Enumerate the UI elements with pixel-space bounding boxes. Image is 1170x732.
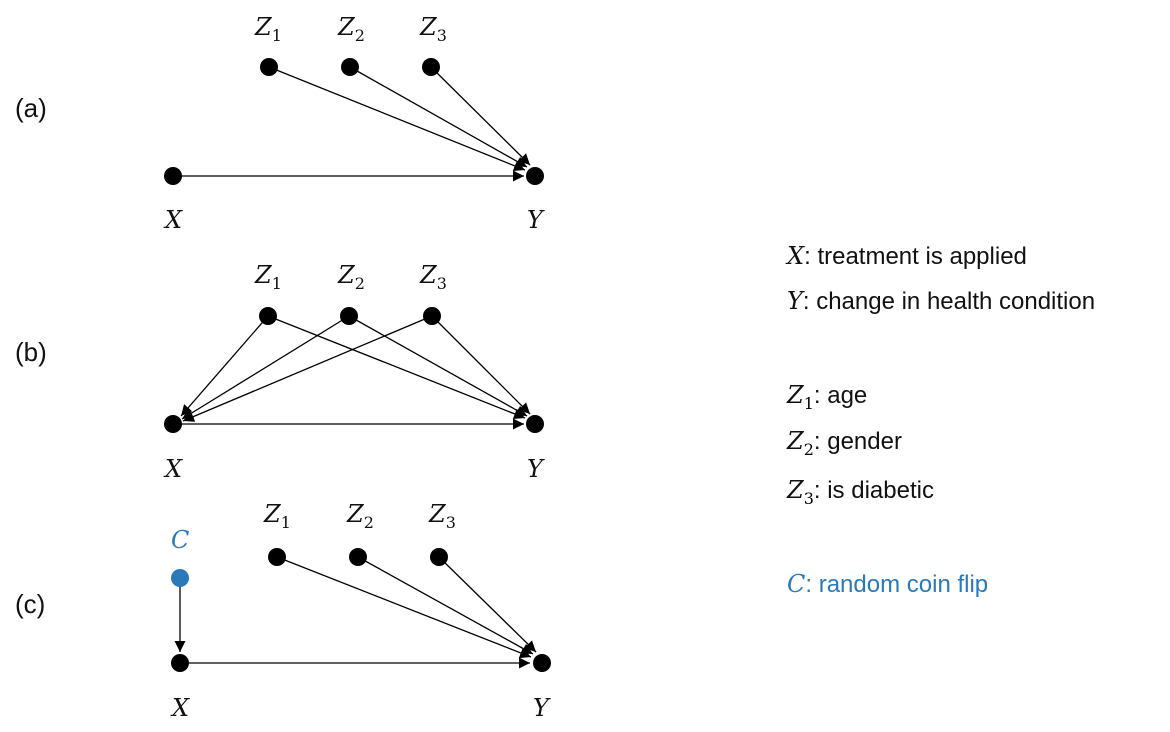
label-z3: Z3 [428,500,456,532]
legend-item-y: Y: change in health condition [787,287,1095,315]
label-z2: Z2 [337,13,365,45]
label-y: Y [533,694,551,722]
label-z3: Z3 [419,261,447,293]
label-x: X [170,694,190,722]
edge-z3-y [432,316,530,414]
node-c [171,569,189,587]
label-x: X [163,455,183,483]
edge-z1-y [269,67,525,170]
legend-item-z2: Z2: gender [786,427,902,459]
label-y: Y [527,206,545,234]
edge-z2-x [182,316,349,419]
node-z1 [268,548,286,566]
label-z2: Z2 [346,500,374,532]
edge-z2-y [350,67,527,167]
label-z1: Z1 [254,261,282,293]
edge-z3-y [439,557,536,652]
panel-b: (b) Z1 Z2 Z3 X Y [15,261,545,483]
label-z3: Z3 [419,13,447,45]
legend-item-x: X: treatment is applied [785,242,1027,270]
panel-c-edges [180,557,536,663]
node-y [526,415,544,433]
node-z1 [259,307,277,325]
node-z2 [349,548,367,566]
label-c: C [171,526,189,554]
panel-label-a: (a) [15,93,47,123]
panel-label-c: (c) [15,589,45,619]
label-z1: Z1 [263,500,291,532]
node-z2 [341,58,359,76]
node-z3 [423,307,441,325]
node-z3 [422,58,440,76]
edge-z2-y [349,316,527,416]
edge-z1-y [277,557,531,657]
edge-z3-y [431,67,530,165]
label-z2: Z2 [337,261,365,293]
label-x: X [163,206,183,234]
panel-b-edges [173,316,530,424]
node-x [164,167,182,185]
legend: X: treatment is applied Y: change in hea… [785,242,1095,598]
node-y [526,167,544,185]
label-z1: Z1 [254,13,282,45]
node-y [533,654,551,672]
node-z2 [340,307,358,325]
node-z1 [260,58,278,76]
panel-label-b: (b) [15,337,47,367]
node-z3 [430,548,448,566]
node-x [171,654,189,672]
legend-item-z1: Z1: age [786,381,867,413]
legend-item-c: C: random coin flip [787,570,988,598]
panel-c: (c) C Z1 Z2 Z3 X Y [15,500,551,722]
node-x [164,415,182,433]
panel-a-edges [173,67,530,176]
panel-a: (a) Z1 Z2 Z3 X Y [15,13,545,234]
edge-z1-x [181,316,268,416]
label-y: Y [527,455,545,483]
edge-z2-y [358,557,533,654]
legend-item-z3: Z3: is diabetic [786,476,934,508]
